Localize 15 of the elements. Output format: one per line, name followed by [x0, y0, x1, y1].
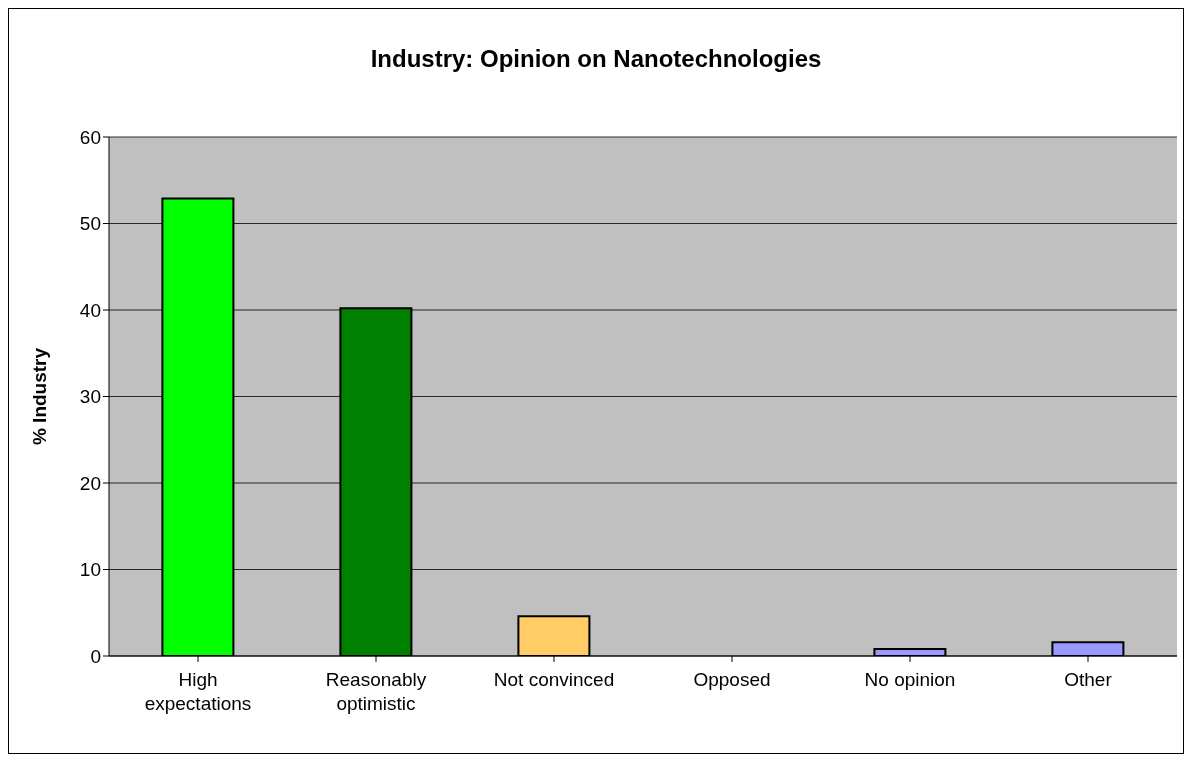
y-tick-label: 40 — [79, 299, 101, 321]
y-tick-label: 10 — [79, 559, 101, 581]
y-tick-label: 20 — [79, 472, 101, 494]
x-tick-label: Other — [1064, 669, 1113, 690]
x-tick-label: High expectations — [144, 669, 252, 714]
y-tick-label: 30 — [79, 386, 101, 408]
y-tick-label: 60 — [79, 126, 101, 148]
y-tick-label: 0 — [90, 645, 101, 667]
y-tick-label: 50 — [79, 213, 101, 235]
x-tick-label: Not convinced — [493, 669, 615, 690]
y-axis-title: % Industry — [28, 347, 50, 446]
x-tick-label: No opinion — [864, 669, 956, 690]
chart-title: Industry: Opinion on Nanotechnologies — [369, 44, 823, 74]
x-tick-label: Opposed — [693, 669, 771, 690]
x-tick-label: Reasonably optimistic — [325, 669, 427, 714]
